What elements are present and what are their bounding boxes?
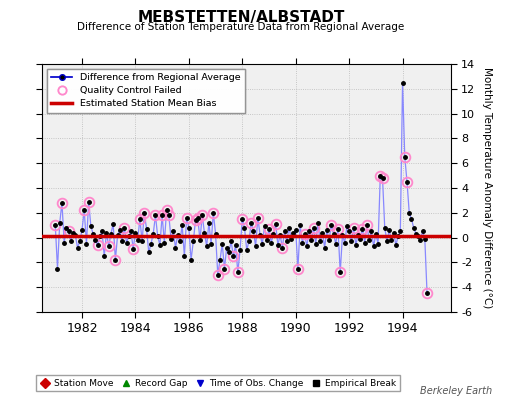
Text: Berkeley Earth: Berkeley Earth	[420, 386, 493, 396]
Legend: Station Move, Record Gap, Time of Obs. Change, Empirical Break: Station Move, Record Gap, Time of Obs. C…	[36, 375, 400, 392]
Legend: Difference from Regional Average, Quality Control Failed, Estimated Station Mean: Difference from Regional Average, Qualit…	[47, 69, 245, 113]
Text: Difference of Station Temperature Data from Regional Average: Difference of Station Temperature Data f…	[78, 22, 405, 32]
Text: MEBSTETTEN/ALBSTADT: MEBSTETTEN/ALBSTADT	[137, 10, 345, 25]
Y-axis label: Monthly Temperature Anomaly Difference (°C): Monthly Temperature Anomaly Difference (…	[482, 67, 492, 309]
